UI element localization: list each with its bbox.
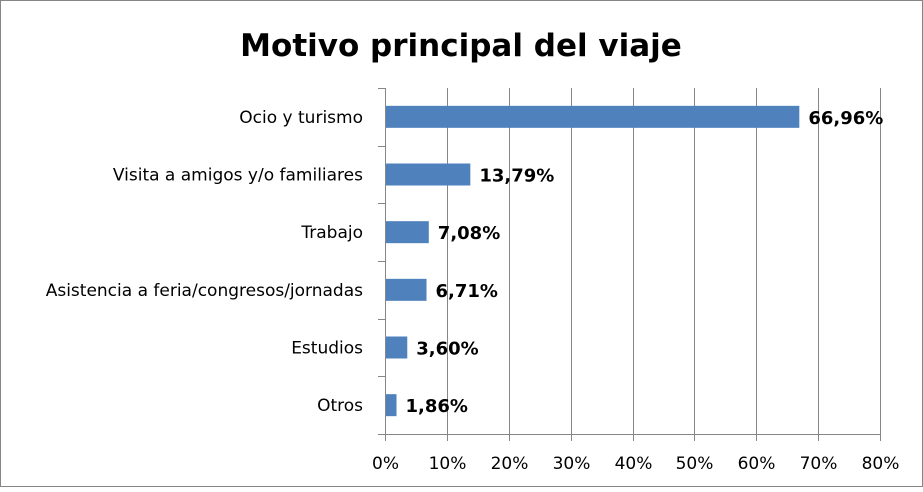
data-label: 6,71% bbox=[436, 281, 498, 302]
category-label: Asistencia a feria/congresos/jornadas bbox=[46, 281, 363, 301]
category-label: Ocio y turismo bbox=[239, 108, 363, 128]
bar bbox=[386, 105, 800, 128]
bar bbox=[386, 394, 397, 417]
x-tick-label: 0% bbox=[372, 454, 399, 474]
x-tick-label: 10% bbox=[429, 454, 467, 474]
bar bbox=[386, 221, 429, 244]
x-tick-label: 70% bbox=[800, 454, 838, 474]
data-label: 66,96% bbox=[808, 108, 883, 129]
category-label: Estudios bbox=[291, 339, 363, 359]
data-label: 3,60% bbox=[416, 339, 478, 360]
x-tick-label: 50% bbox=[676, 454, 714, 474]
category-label: Visita a amigos y/o familiares bbox=[113, 166, 363, 186]
x-tick-label: 80% bbox=[862, 454, 900, 474]
bar bbox=[386, 336, 408, 359]
x-tick-label: 20% bbox=[491, 454, 529, 474]
data-label: 7,08% bbox=[438, 223, 500, 244]
data-label: 1,86% bbox=[406, 396, 468, 417]
chart-title: Motivo principal del viaje bbox=[240, 28, 682, 64]
data-label: 13,79% bbox=[479, 166, 554, 187]
x-tick-label: 40% bbox=[615, 454, 653, 474]
bar bbox=[386, 163, 471, 186]
category-label: Trabajo bbox=[300, 223, 363, 243]
bar bbox=[386, 278, 427, 301]
category-label: Otros bbox=[317, 396, 363, 416]
x-tick-label: 30% bbox=[553, 454, 591, 474]
x-tick-label: 60% bbox=[738, 454, 776, 474]
